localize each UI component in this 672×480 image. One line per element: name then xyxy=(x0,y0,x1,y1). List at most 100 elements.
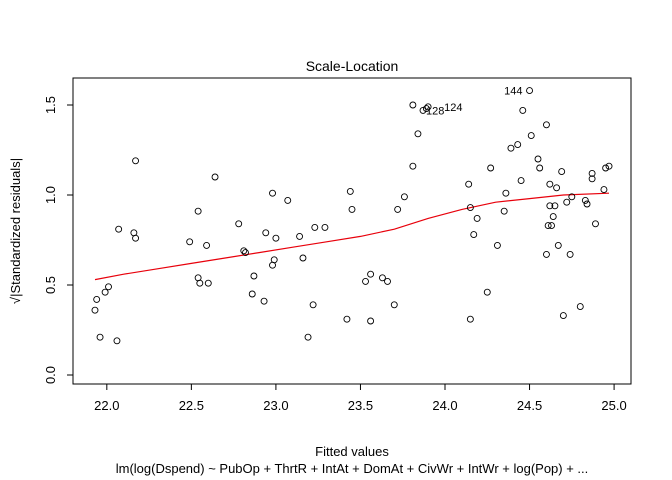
point-label-128: 128 xyxy=(426,105,444,117)
data-point xyxy=(414,130,422,138)
data-point xyxy=(384,277,391,285)
data-point xyxy=(544,222,552,230)
data-point xyxy=(211,173,219,181)
smoother-line xyxy=(94,192,610,281)
data-point xyxy=(548,222,555,230)
data-point xyxy=(527,132,535,140)
x-tick-label: 25.0 xyxy=(601,398,626,413)
data-point xyxy=(400,193,408,201)
data-point xyxy=(270,256,278,264)
data-point xyxy=(576,303,584,311)
data-point xyxy=(91,306,99,314)
data-point xyxy=(543,250,550,258)
point-annotations: 144 128 124 xyxy=(426,86,523,118)
data-point xyxy=(260,297,268,305)
data-point xyxy=(105,283,112,291)
data-point xyxy=(536,164,544,172)
data-point xyxy=(500,207,508,215)
data-point xyxy=(419,106,427,114)
data-point xyxy=(487,164,495,172)
data-point xyxy=(602,164,610,172)
data-point xyxy=(203,241,211,249)
data-point xyxy=(543,121,550,129)
data-point xyxy=(367,270,375,278)
x-tick-label: 24.0 xyxy=(432,398,457,413)
data-point xyxy=(113,337,121,345)
y-tick-label: 0.5 xyxy=(43,276,58,294)
data-point xyxy=(592,220,599,228)
data-point xyxy=(284,196,292,204)
data-point xyxy=(588,169,596,177)
y-tick-label: 0.0 xyxy=(43,366,58,384)
data-point xyxy=(553,184,561,192)
y-tick-label: 1.5 xyxy=(43,96,58,114)
chart-title: Scale-Location xyxy=(306,58,399,74)
data-point xyxy=(551,202,559,210)
data-point xyxy=(526,87,533,95)
data-point xyxy=(502,189,510,197)
data-point xyxy=(600,186,608,194)
data-point xyxy=(250,272,258,280)
data-point xyxy=(583,200,591,208)
data-point xyxy=(424,103,432,111)
data-point xyxy=(549,213,557,221)
data-point xyxy=(378,274,386,282)
data-point xyxy=(534,155,542,163)
point-label-124: 124 xyxy=(444,102,462,114)
data-point xyxy=(93,295,101,303)
data-point xyxy=(311,223,319,231)
data-point xyxy=(343,315,351,323)
data-point xyxy=(581,196,589,204)
y-tick-label: 1.0 xyxy=(43,186,58,204)
plot-frame xyxy=(72,77,632,385)
model-formula-subtitle: lm(log(Dspend) ~ PubOp + ThrtR + IntAt +… xyxy=(116,461,589,476)
data-point xyxy=(466,315,474,323)
data-point xyxy=(546,180,554,188)
data-point xyxy=(563,198,571,206)
data-point xyxy=(507,144,515,152)
data-point xyxy=(299,254,307,262)
y-axis: 0.0 0.5 1.0 1.5 xyxy=(43,96,73,384)
data-point xyxy=(240,247,248,255)
data-point xyxy=(409,162,417,170)
data-point xyxy=(362,277,369,285)
data-point xyxy=(473,214,481,222)
data-point xyxy=(588,175,596,183)
x-axis-label: Fitted values xyxy=(315,444,389,459)
data-point xyxy=(519,106,527,114)
y-axis-label: √|Standardized residuals| xyxy=(8,158,23,304)
point-label-144: 144 xyxy=(504,86,522,98)
data-point xyxy=(132,234,140,242)
data-point xyxy=(269,189,276,197)
data-point xyxy=(194,207,202,215)
data-point xyxy=(321,223,329,231)
data-point xyxy=(493,241,501,249)
data-point xyxy=(367,317,375,325)
data-point xyxy=(296,232,304,240)
data-point xyxy=(409,101,417,109)
data-point xyxy=(559,312,567,320)
data-point xyxy=(204,279,212,287)
data-point xyxy=(101,288,109,296)
x-axis: 22.0 22.5 23.0 23.5 24.0 24.5 25.0 xyxy=(94,383,627,413)
data-point xyxy=(309,301,317,309)
data-point xyxy=(605,162,613,170)
data-point xyxy=(242,249,249,257)
data-point xyxy=(132,157,140,165)
data-point xyxy=(466,204,474,212)
data-point xyxy=(422,105,430,113)
data-point xyxy=(483,288,491,296)
x-tick-label: 22.5 xyxy=(179,398,204,413)
data-points xyxy=(91,87,613,345)
data-point xyxy=(470,231,478,239)
data-point xyxy=(465,180,473,188)
data-point xyxy=(514,141,522,149)
data-point xyxy=(517,177,525,185)
data-point xyxy=(566,250,574,258)
data-point xyxy=(394,205,402,213)
data-point xyxy=(304,333,312,341)
x-tick-label: 23.0 xyxy=(263,398,288,413)
data-point xyxy=(196,279,204,287)
data-point xyxy=(390,301,398,309)
